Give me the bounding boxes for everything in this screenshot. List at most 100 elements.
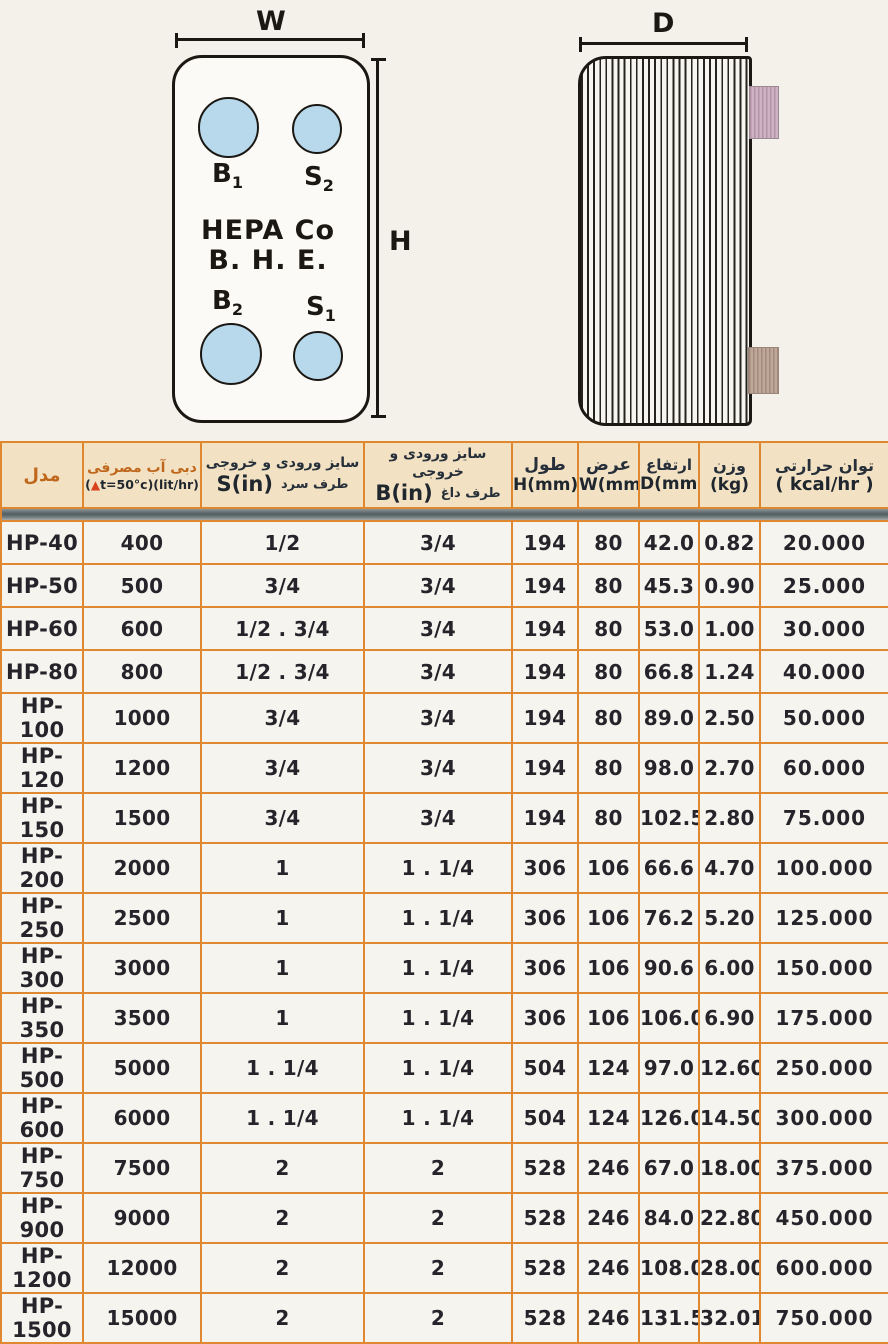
cell-d: 66.6 (638, 842, 700, 894)
cell-d: 97.0 (638, 1042, 700, 1094)
cell-kg: 5.20 (698, 892, 761, 944)
cell-model: HP-1200 (0, 1242, 84, 1294)
cell-b_in: 3/4 (363, 742, 513, 794)
cell-h: 504 (511, 1092, 579, 1144)
cell-d: 84.0 (638, 1192, 700, 1244)
cell-kg: 22.80 (698, 1192, 761, 1244)
cell-model: HP-40 (0, 520, 84, 565)
header-length: طول H(mm) (511, 441, 579, 509)
cell-w: 106 (577, 992, 640, 1044)
cell-w: 106 (577, 892, 640, 944)
table-row: HP-120 1200 3/4 3/4 194 80 98.0 2.70 60.000 (0, 742, 888, 794)
cell-s_in: 1 . 1/4 (200, 1042, 365, 1094)
cell-kcal: 50.000 (759, 692, 888, 744)
width-dimension-label: W (256, 6, 286, 37)
cell-b_in: 1 . 1/4 (363, 1092, 513, 1144)
cell-flow: 3000 (82, 942, 202, 994)
cell-flow: 2000 (82, 842, 202, 894)
cell-model: HP-150 (0, 792, 84, 844)
cell-model: HP-60 (0, 606, 84, 651)
table-row: HP-100 1000 3/4 3/4 194 80 89.0 2.50 50.000 (0, 692, 888, 744)
cell-b_in: 1 . 1/4 (363, 992, 513, 1044)
cell-kg: 2.70 (698, 742, 761, 794)
table-row: HP-500 5000 1 . 1/4 1 . 1/4 504 124 97.0 12.60 2… (0, 1042, 888, 1094)
cell-s_in: 2 (200, 1192, 365, 1244)
cell-kcal: 25.000 (759, 563, 888, 608)
cell-kg: 4.70 (698, 842, 761, 894)
cell-kg: 18.00 (698, 1142, 761, 1194)
cell-s_in: 1 (200, 842, 365, 894)
cell-h: 306 (511, 842, 579, 894)
cell-b_in: 1 . 1/4 (363, 842, 513, 894)
cell-s_in: 1 . 1/4 (200, 1092, 365, 1144)
cell-b_in: 3/4 (363, 563, 513, 608)
cell-w: 80 (577, 606, 640, 651)
cell-kcal: 250.000 (759, 1042, 888, 1094)
brand-text: HEPA Co B. H. E. (172, 216, 364, 276)
header-flow: دبی آب مصرفی (▲t=50°c)(lit/hr) (82, 441, 202, 509)
table-row: HP-150 1500 3/4 3/4 194 80 102.5 2.80 75.000 (0, 792, 888, 844)
cell-h: 194 (511, 792, 579, 844)
cell-s_in: 3/4 (200, 563, 365, 608)
cell-kcal: 375.000 (759, 1142, 888, 1194)
cell-w: 80 (577, 792, 640, 844)
cell-s_in: 1/2 . 3/4 (200, 649, 365, 694)
cell-w: 80 (577, 742, 640, 794)
port-s2-label: S2 (304, 162, 334, 195)
cell-d: 102.5 (638, 792, 700, 844)
cell-flow: 1500 (82, 792, 202, 844)
cell-h: 194 (511, 742, 579, 794)
cell-model: HP-600 (0, 1092, 84, 1144)
cell-d: 45.3 (638, 563, 700, 608)
cell-b_in: 3/4 (363, 649, 513, 694)
table-row: HP-50 500 3/4 3/4 194 80 45.3 0.90 25.000 (0, 563, 888, 608)
cell-d: 76.2 (638, 892, 700, 944)
cell-w: 80 (577, 563, 640, 608)
cell-flow: 600 (82, 606, 202, 651)
cell-d: 108.0 (638, 1242, 700, 1294)
cell-kg: 28.00 (698, 1242, 761, 1294)
cell-b_in: 3/4 (363, 692, 513, 744)
cell-kg: 2.50 (698, 692, 761, 744)
cell-s_in: 1 (200, 892, 365, 944)
cell-w: 124 (577, 1092, 640, 1144)
cell-b_in: 1 . 1/4 (363, 942, 513, 994)
cell-h: 528 (511, 1142, 579, 1194)
cell-d: 106.0 (638, 992, 700, 1044)
cell-b_in: 1 . 1/4 (363, 892, 513, 944)
cell-w: 124 (577, 1042, 640, 1094)
cell-model: HP-750 (0, 1142, 84, 1194)
cell-kg: 0.90 (698, 563, 761, 608)
cell-w: 80 (577, 520, 640, 565)
table-body: HP-40 400 1/2 3/4 194 80 42.0 0.82 20.000 HP-50 50… (0, 520, 888, 1344)
cell-h: 194 (511, 649, 579, 694)
table-row: HP-60 600 1/2 . 3/4 3/4 194 80 53.0 1.00 30.000 (0, 606, 888, 651)
cell-kcal: 150.000 (759, 942, 888, 994)
cell-flow: 500 (82, 563, 202, 608)
cell-kcal: 75.000 (759, 792, 888, 844)
cell-flow: 5000 (82, 1042, 202, 1094)
port-s2-circle (292, 104, 342, 154)
cell-kg: 6.90 (698, 992, 761, 1044)
port-s1-circle (293, 331, 343, 381)
cell-w: 246 (577, 1242, 640, 1294)
cell-h: 306 (511, 992, 579, 1044)
cell-b_in: 2 (363, 1242, 513, 1294)
cell-s_in: 1 (200, 942, 365, 994)
cell-h: 194 (511, 520, 579, 565)
cell-kg: 32.01 (698, 1292, 761, 1344)
cell-w: 80 (577, 692, 640, 744)
diagram-area: W H B1 S2 B2 S1 HEPA Co B. H. E. D (0, 0, 888, 441)
cell-d: 53.0 (638, 606, 700, 651)
cell-kcal: 175.000 (759, 992, 888, 1044)
cell-s_in: 2 (200, 1242, 365, 1294)
cell-flow: 2500 (82, 892, 202, 944)
depth-dimension-label: D (652, 8, 675, 39)
cell-h: 194 (511, 692, 579, 744)
cell-model: HP-120 (0, 742, 84, 794)
cell-d: 67.0 (638, 1142, 700, 1194)
cell-kcal: 40.000 (759, 649, 888, 694)
cell-b_in: 1 . 1/4 (363, 1042, 513, 1094)
cell-flow: 800 (82, 649, 202, 694)
cell-kg: 1.24 (698, 649, 761, 694)
